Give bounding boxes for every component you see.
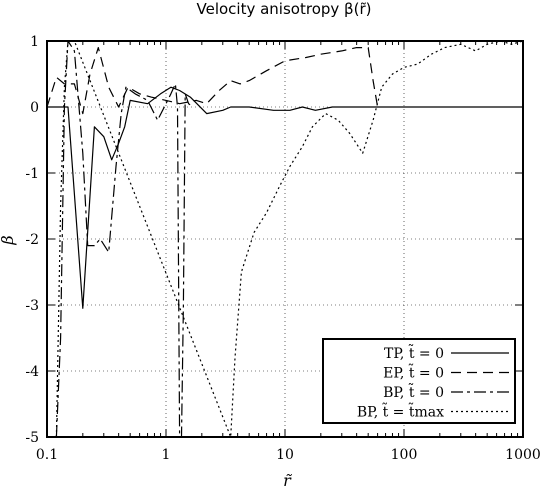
series-line-1 — [47, 86, 523, 309]
x-tick-label: 10 — [276, 447, 294, 463]
legend-label-4: BP, t̃ = t̃max — [357, 401, 444, 420]
y-tick-label: 0 — [30, 100, 39, 116]
series-line-2 — [47, 47, 379, 115]
y-tick-label: 1 — [30, 34, 39, 50]
legend-label-2: EP, t̃ = 0 — [383, 362, 444, 381]
y-tick-label: -3 — [25, 298, 39, 314]
x-tick-label: 1000 — [505, 447, 541, 463]
x-tick-label: 100 — [391, 447, 418, 463]
x-tick-label: 1 — [162, 447, 171, 463]
y-tick-label: -4 — [25, 364, 39, 380]
legend-label-1: TP, t̃ = 0 — [384, 343, 444, 362]
x-tick-label: 0.1 — [36, 447, 58, 463]
chart-title: Velocity anisotropy β(r̃) — [197, 0, 372, 18]
series-line-3 — [55, 41, 194, 437]
y-axis-label: β — [0, 235, 17, 245]
y-tick-label: -1 — [25, 166, 39, 182]
legend: TP, t̃ = 0EP, t̃ = 0BP, t̃ = 0BP, t̃ = t… — [322, 338, 516, 424]
legend-label-3: BP, t̃ = 0 — [383, 382, 444, 401]
y-tick-label: -2 — [25, 232, 39, 248]
y-tick-label: -5 — [25, 430, 39, 446]
x-axis-label: r̃ — [283, 471, 292, 490]
